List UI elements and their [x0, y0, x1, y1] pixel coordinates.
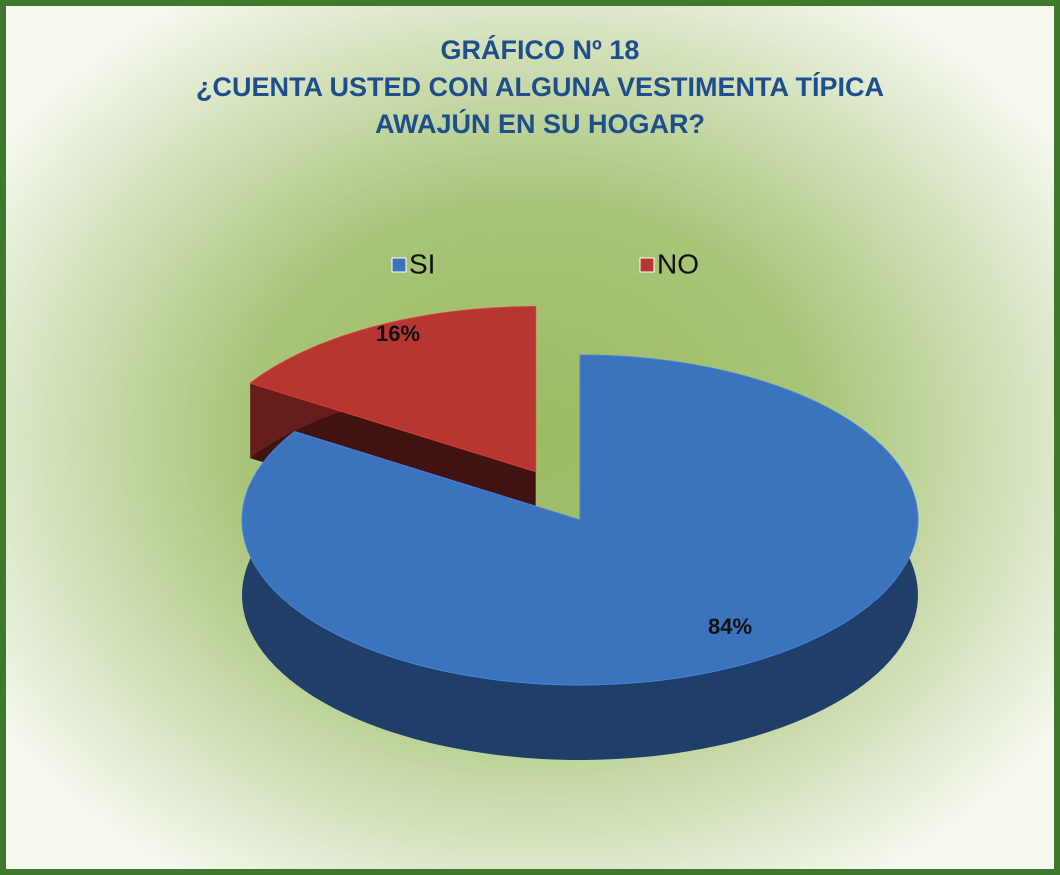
- slice: [241, 354, 919, 686]
- legend-label: NO: [657, 248, 699, 279]
- data-label: 84%: [708, 614, 752, 639]
- chart-title: GRÁFICO Nº 18: [441, 34, 640, 65]
- legend-label: SI: [409, 248, 435, 279]
- chart-title: ¿CUENTA USTED CON ALGUNA VESTIMENTA TÍPI…: [196, 71, 884, 102]
- data-label: 16%: [376, 321, 420, 346]
- legend-swatch: [639, 257, 655, 273]
- chart-title: AWAJÚN EN SU HOGAR?: [375, 108, 705, 139]
- slice: [249, 306, 537, 473]
- legend-swatch: [391, 257, 407, 273]
